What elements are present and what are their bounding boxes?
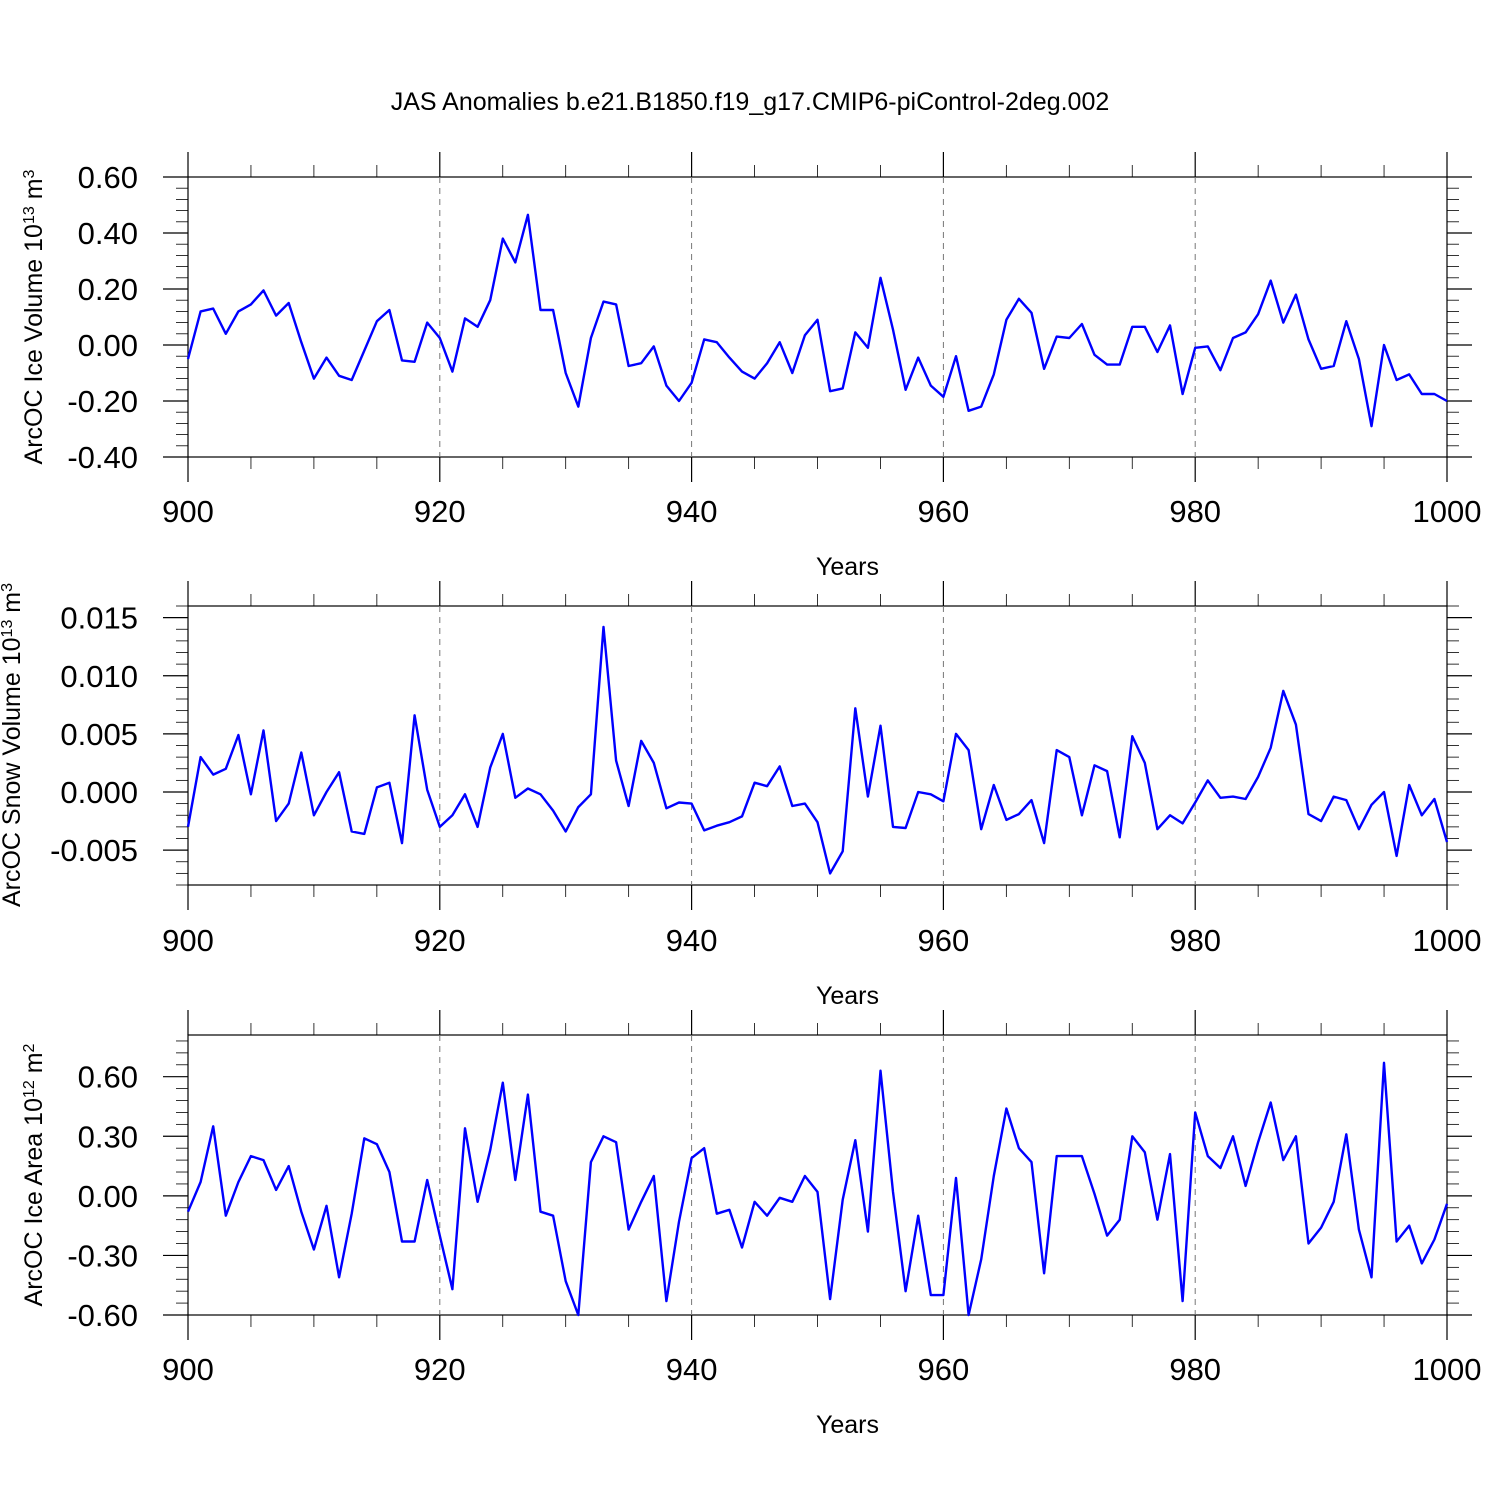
x-tick-label: 980: [1169, 1352, 1221, 1387]
x-tick-label: 1000: [1413, 494, 1482, 529]
x-tick-label: 980: [1169, 923, 1221, 958]
chart-panel-2: 900 920 940 960 980 1000 -0.005 0.000 0.005 0.010…: [0, 581, 1481, 1010]
y-tick-label: -0.30: [67, 1238, 138, 1273]
y-tick-label: -0.005: [50, 833, 138, 868]
x-tick-label: 940: [666, 494, 718, 529]
x-tick-label: 920: [414, 923, 466, 958]
y-tick-label: 0.00: [78, 328, 138, 363]
y-tick-label: 0.40: [78, 216, 138, 251]
y-tick-label: 0.000: [60, 775, 138, 810]
y-axis-title-superscript: 13: [0, 620, 16, 638]
x-tick-label: 940: [666, 923, 718, 958]
y-axis-title: ArcOC Ice Volume 1013 m3: [20, 169, 48, 464]
y-axis-title-superscript: 12: [21, 1080, 38, 1098]
x-tick-label: 900: [162, 1352, 214, 1387]
x-tick-label: 960: [918, 494, 970, 529]
chart-title: JAS Anomalies b.e21.B1850.f19_g17.CMIP6-…: [391, 88, 1110, 116]
y-axis-title-part: m: [20, 178, 48, 206]
y-tick-label: 0.010: [60, 659, 138, 694]
y-axis-title-part: ArcOC Snow Volume 10: [0, 637, 26, 907]
y-tick-label: -0.60: [67, 1298, 138, 1333]
y-tick-label: 0.20: [78, 272, 138, 307]
y-tick-label: 0.005: [60, 717, 138, 752]
chart-panel-3: 900 920 940 960 980 1000 -0.60 -0.30 0.00 0.30 0.6…: [20, 1010, 1481, 1439]
y-tick-label: -0.20: [67, 384, 138, 419]
y-tick-label: 0.00: [78, 1179, 138, 1214]
x-axis-title: Years: [816, 1411, 879, 1439]
x-tick-label: 940: [666, 1352, 718, 1387]
y-tick-label: 0.60: [78, 160, 138, 195]
y-axis-title: ArcOC Ice Area 1012 m2: [20, 1043, 48, 1306]
x-tick-label: 920: [414, 1352, 466, 1387]
chart-panel-1: 900 920 940 960 980 1000 -0.40 -0.20 0.00 0.20 0.4…: [20, 152, 1481, 581]
x-tick-label: 920: [414, 494, 466, 529]
x-tick-label: 1000: [1413, 923, 1482, 958]
y-axis-title-part: m: [20, 1052, 48, 1080]
y-axis-title-superscript: 13: [21, 206, 38, 224]
plot-frame: [187, 176, 1448, 458]
y-tick-label: -0.40: [67, 440, 138, 475]
series-line: [186, 625, 1449, 875]
plot-frame: [187, 1034, 1448, 1316]
series-line: [186, 213, 1448, 428]
x-axis-title: Years: [816, 553, 879, 581]
y-axis-title-part: ArcOC Ice Area 10: [20, 1098, 48, 1306]
x-tick-label: 900: [162, 494, 214, 529]
x-tick-label: 1000: [1413, 1352, 1482, 1387]
y-axis-title-superscript: 2: [21, 1043, 38, 1052]
y-axis-title: ArcOC Snow Volume 1013 m3: [0, 583, 26, 907]
y-tick-label: 0.60: [78, 1060, 138, 1095]
series-line: [186, 1061, 1449, 1317]
x-tick-label: 960: [918, 1352, 970, 1387]
y-axis-title-superscript: 3: [21, 169, 38, 178]
x-tick-label: 900: [162, 923, 214, 958]
y-tick-label: 0.015: [60, 601, 138, 636]
y-axis-title-superscript: 3: [0, 583, 16, 592]
y-axis-title-part: m: [0, 592, 26, 620]
plot-frame: [187, 605, 1448, 886]
y-tick-label: 0.30: [78, 1119, 138, 1154]
y-axis-title-part: ArcOC Ice Volume 10: [20, 224, 48, 464]
x-tick-label: 980: [1169, 494, 1221, 529]
x-tick-label: 960: [918, 923, 970, 958]
x-axis-title: Years: [816, 982, 879, 1010]
